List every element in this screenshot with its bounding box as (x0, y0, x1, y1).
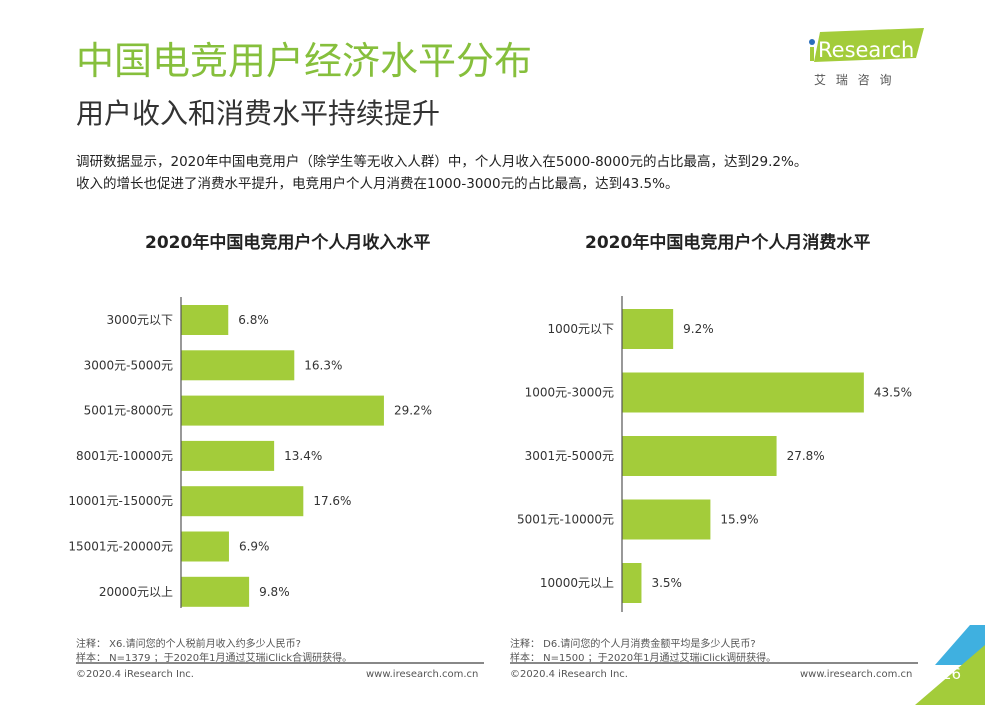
bar (622, 563, 642, 603)
category-label: 5001元-10000元 (517, 513, 614, 527)
category-label: 10000元以上 (540, 576, 614, 590)
description-line-1: 调研数据显示，2020年中国电竞用户（除学生等无收入人群）中，个人月收入在500… (76, 154, 808, 170)
left-copyright: ©2020.4 iResearch Inc. (76, 669, 194, 680)
svg-text:艾 瑞 咨 询: 艾 瑞 咨 询 (814, 72, 894, 87)
page-number: 26 (942, 665, 962, 683)
bar (181, 486, 304, 517)
bar (622, 436, 777, 476)
right-url[interactable]: www.iresearch.com.cn (800, 669, 913, 680)
bar (181, 440, 275, 471)
data-label: 27.8% (787, 449, 825, 463)
category-label: 8001元-10000元 (76, 449, 173, 463)
iresearch-logo: Research 艾 瑞 咨 询 (809, 28, 924, 87)
right-note: 注释： D6.请问您的个人月消费金额平均是多少人民币? (510, 639, 756, 650)
right-copyright: ©2020.4 iResearch Inc. (510, 669, 628, 680)
income-chart-title: 2020年中国电竞用户个人月收入水平 (145, 233, 431, 253)
data-label: 16.3% (304, 358, 342, 372)
bar (622, 372, 864, 413)
spending-bar-chart: 1000元以下 9.2% 1000元-3000元 43.5% 3001元-5000元 27… (517, 296, 912, 612)
right-divider (510, 662, 918, 664)
bar (181, 305, 229, 335)
left-sample: 样本： N=1379 ；于2020年1月通过艾瑞iClick合调研获得。 (76, 653, 353, 664)
data-label: 29.2% (394, 404, 432, 418)
category-label: 5001元-8000元 (84, 404, 173, 418)
category-label: 3000元以下 (106, 313, 173, 327)
category-label: 1000元以下 (547, 322, 614, 336)
category-label: 15001元-20000元 (68, 540, 173, 554)
bar (181, 350, 295, 381)
data-label: 13.4% (284, 449, 322, 463)
data-label: 3.5% (651, 576, 682, 590)
left-note: 注释： X6.请问您的个人税前月收入约多少人民币? (76, 639, 301, 650)
bar (181, 395, 384, 426)
page-title: 中国电竞用户经济水平分布 (76, 39, 533, 83)
category-label: 3001元-5000元 (525, 449, 614, 463)
data-label: 17.6% (313, 494, 351, 508)
right-sample: 样本： N=1500 ；于2020年1月通过艾瑞iClick调研获得。 (510, 653, 777, 664)
data-label: 9.2% (683, 322, 714, 336)
data-label: 9.8% (259, 585, 290, 599)
page-subtitle: 用户收入和消费水平持续提升 (76, 97, 441, 130)
data-label: 15.9% (720, 513, 758, 527)
data-label: 6.8% (238, 313, 269, 327)
left-url[interactable]: www.iresearch.com.cn (366, 669, 479, 680)
spending-chart-title: 2020年中国电竞用户个人月消费水平 (585, 233, 871, 253)
category-label: 10001元-15000元 (68, 494, 173, 508)
description-line-2: 收入的增长也促进了消费水平提升，电竞用户个人月消费在1000-3000元的占比最… (76, 176, 679, 192)
data-label: 6.9% (239, 540, 270, 554)
category-label: 1000元-3000元 (525, 386, 614, 400)
category-label: 20000元以上 (99, 585, 173, 599)
bar (181, 531, 229, 562)
data-label: 43.5% (874, 386, 912, 400)
left-divider (76, 662, 484, 664)
svg-text:Research: Research (818, 38, 914, 62)
category-label: 3000元-5000元 (84, 358, 173, 372)
income-bar-chart: 3000元以下 6.8% 3000元-5000元 16.3% 5001元-8000元 29… (68, 297, 432, 608)
bar (622, 499, 711, 540)
bar (181, 576, 250, 607)
page-corner-decoration (915, 625, 985, 705)
bar (622, 309, 674, 349)
